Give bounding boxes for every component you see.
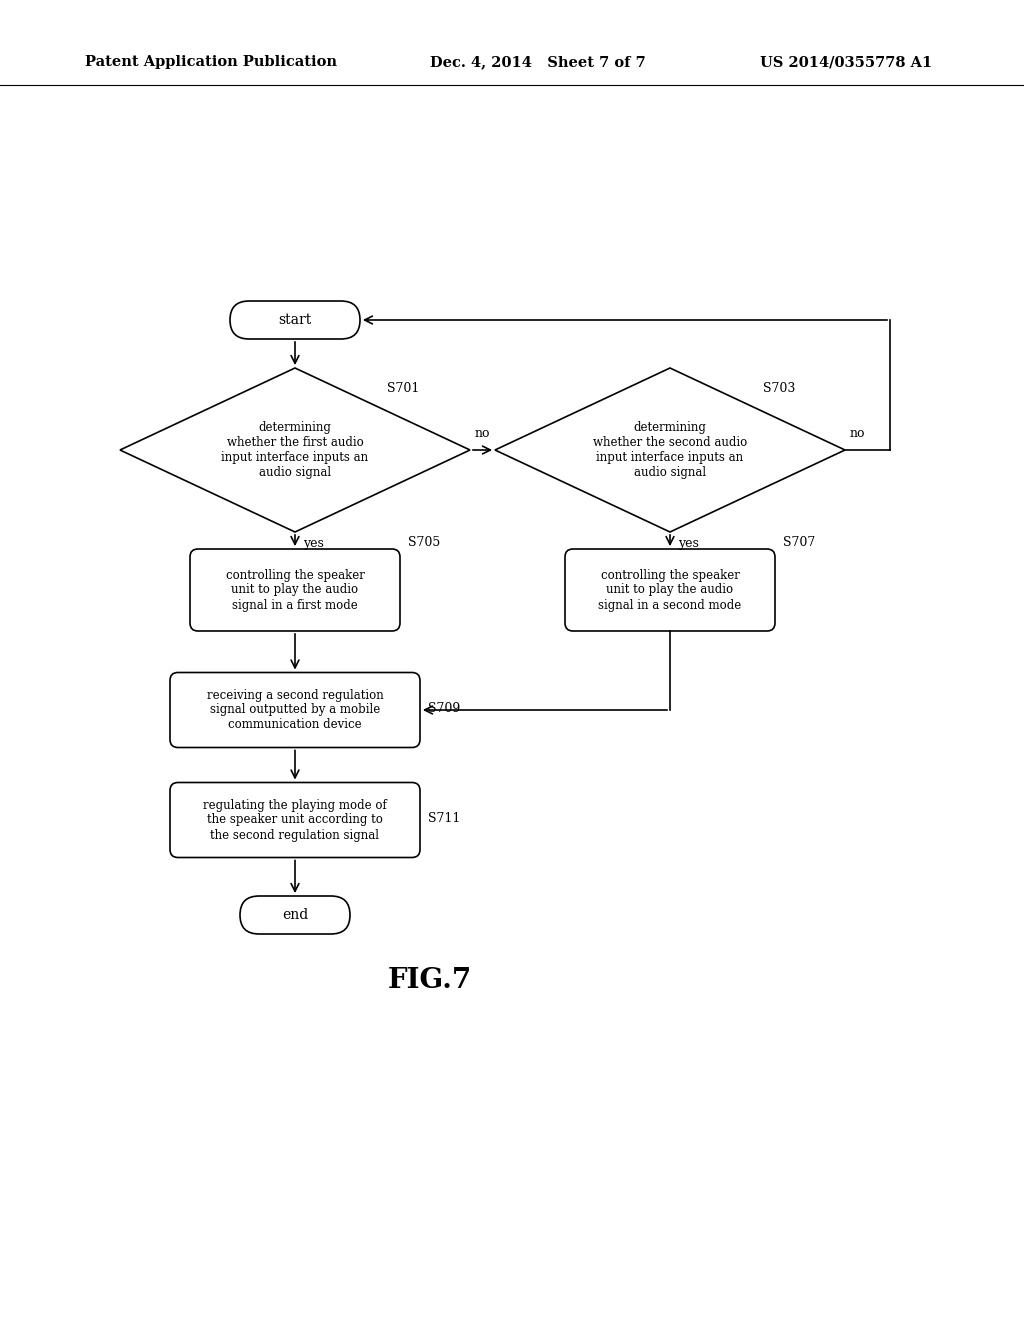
Text: S703: S703 bbox=[763, 381, 795, 395]
Text: start: start bbox=[279, 313, 311, 327]
Text: S705: S705 bbox=[408, 536, 440, 549]
Text: controlling the speaker
unit to play the audio
signal in a first mode: controlling the speaker unit to play the… bbox=[225, 569, 365, 611]
Polygon shape bbox=[120, 368, 470, 532]
FancyBboxPatch shape bbox=[230, 301, 360, 339]
Polygon shape bbox=[495, 368, 845, 532]
Text: regulating the playing mode of
the speaker unit according to
the second regulati: regulating the playing mode of the speak… bbox=[203, 799, 387, 842]
Text: determining
whether the second audio
input interface inputs an
audio signal: determining whether the second audio inp… bbox=[593, 421, 748, 479]
Text: FIG.7: FIG.7 bbox=[388, 966, 472, 994]
FancyBboxPatch shape bbox=[190, 549, 400, 631]
Text: determining
whether the first audio
input interface inputs an
audio signal: determining whether the first audio inpu… bbox=[221, 421, 369, 479]
Text: controlling the speaker
unit to play the audio
signal in a second mode: controlling the speaker unit to play the… bbox=[598, 569, 741, 611]
Text: Dec. 4, 2014   Sheet 7 of 7: Dec. 4, 2014 Sheet 7 of 7 bbox=[430, 55, 646, 69]
Text: S711: S711 bbox=[428, 812, 461, 825]
FancyBboxPatch shape bbox=[240, 896, 350, 935]
FancyBboxPatch shape bbox=[170, 672, 420, 747]
Text: no: no bbox=[850, 426, 865, 440]
Text: S709: S709 bbox=[428, 701, 460, 714]
Text: receiving a second regulation
signal outputted by a mobile
communication device: receiving a second regulation signal out… bbox=[207, 689, 383, 731]
Text: Patent Application Publication: Patent Application Publication bbox=[85, 55, 337, 69]
Text: end: end bbox=[282, 908, 308, 921]
Text: yes: yes bbox=[303, 537, 324, 550]
FancyBboxPatch shape bbox=[565, 549, 775, 631]
Text: no: no bbox=[475, 426, 490, 440]
Text: S707: S707 bbox=[783, 536, 815, 549]
Text: S701: S701 bbox=[387, 381, 420, 395]
Text: US 2014/0355778 A1: US 2014/0355778 A1 bbox=[760, 55, 932, 69]
FancyBboxPatch shape bbox=[170, 783, 420, 858]
Text: yes: yes bbox=[678, 537, 698, 550]
